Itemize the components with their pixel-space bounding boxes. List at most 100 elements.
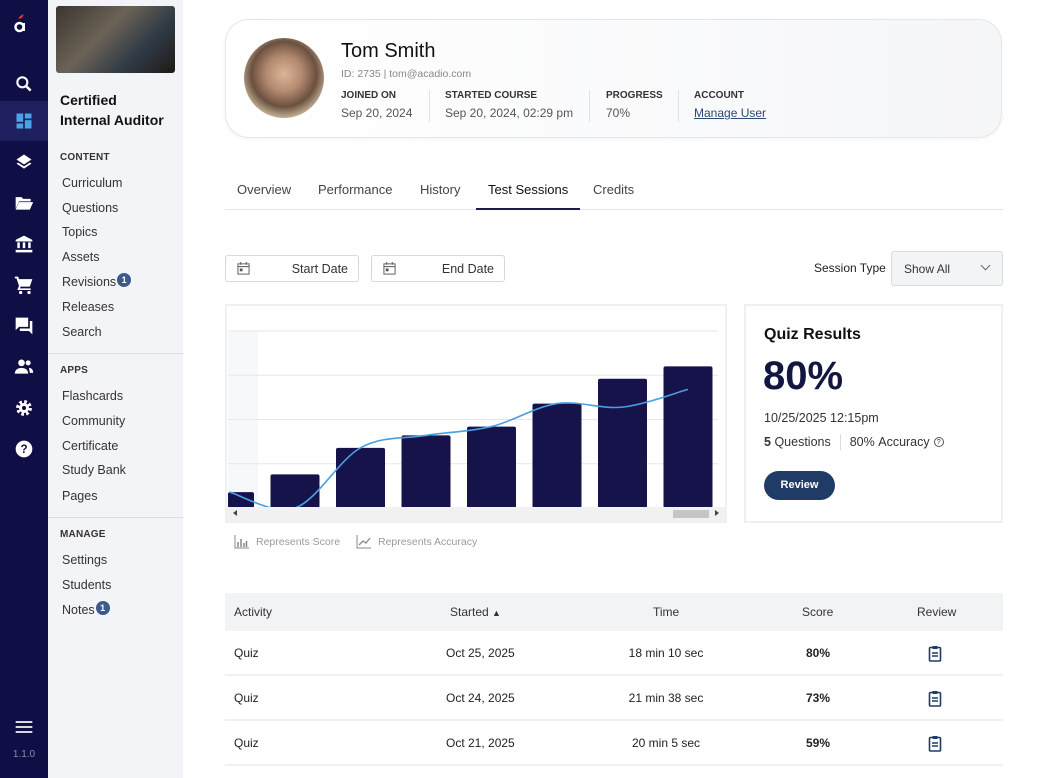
- review-clipboard-icon[interactable]: [928, 631, 942, 676]
- tab-performance[interactable]: Performance: [318, 182, 393, 197]
- sidebar-item-certificate[interactable]: Certificate: [62, 439, 119, 453]
- sidebar-item-pages[interactable]: Pages: [62, 489, 98, 503]
- cell-activity: Quiz: [234, 691, 259, 705]
- tab-history[interactable]: History: [420, 182, 461, 197]
- review-clipboard-icon[interactable]: [928, 676, 942, 721]
- end-date-input[interactable]: End Date: [371, 255, 505, 282]
- start-date-input[interactable]: Start Date: [225, 255, 359, 282]
- bank-icon[interactable]: [0, 224, 48, 264]
- sidebar-item-community[interactable]: Community: [62, 414, 126, 428]
- chat-icon[interactable]: [0, 306, 48, 346]
- help-icon[interactable]: ?: [933, 437, 944, 447]
- notes-badge: 1: [95, 601, 110, 615]
- score-bar: [228, 492, 254, 508]
- review-button[interactable]: Review: [764, 471, 835, 500]
- course-cover-image: [56, 6, 175, 73]
- tab-overview[interactable]: Overview: [237, 182, 292, 197]
- section-apps: APPS: [60, 365, 89, 376]
- score-bar: [663, 366, 713, 508]
- started-course: STARTED COURSE Sep 20, 2024, 02:29 pm: [445, 90, 574, 120]
- sidebar-item-questions[interactable]: Questions: [62, 201, 119, 215]
- session-type-select[interactable]: Show All: [891, 251, 1003, 286]
- score-bar: [532, 403, 582, 508]
- sort-icon: ▲: [492, 608, 501, 618]
- score-bar: [336, 447, 385, 508]
- sidebar-item-notes[interactable]: Notes 1: [62, 601, 110, 617]
- sidebar-item-assets[interactable]: Assets: [62, 250, 100, 264]
- table-row: Quiz Oct 25, 2025 18 min 10 sec 80%: [225, 631, 1003, 676]
- help-icon[interactable]: ?: [0, 429, 48, 469]
- icon-rail: ? 1.1.0: [0, 0, 48, 778]
- sidebar-item-topics[interactable]: Topics: [62, 225, 98, 239]
- chart-scrollbar[interactable]: [227, 507, 725, 521]
- user-name: Tom Smith: [341, 40, 436, 62]
- quiz-results-card: Quiz Results 80% 10/25/2025 12:15pm 5 Qu…: [744, 304, 1003, 523]
- table-row: Quiz Oct 24, 2025 21 min 38 sec 73%: [225, 676, 1003, 721]
- sidebar-item-curriculum[interactable]: Curriculum: [62, 176, 123, 190]
- tab-test-sessions[interactable]: Test Sessions: [476, 170, 581, 210]
- sidebar-item-search[interactable]: Search: [62, 325, 102, 339]
- chart-plot: [228, 330, 718, 508]
- course-title: Certified Internal Auditor: [60, 92, 164, 128]
- divider: [48, 353, 183, 354]
- sessions-table: Activity Started ▲ Time Score Review Qui…: [225, 593, 1003, 766]
- session-type-label: Session Type: [814, 261, 886, 275]
- app-version: 1.1.0: [12, 749, 36, 760]
- cell-activity: Quiz: [234, 736, 259, 750]
- search-icon[interactable]: [0, 64, 48, 104]
- revisions-badge: 1: [117, 273, 132, 287]
- calendar-icon: [237, 262, 250, 275]
- sidebar-item-flashcards[interactable]: Flashcards: [62, 389, 124, 403]
- table-header: Activity Started ▲ Time Score Review: [225, 593, 1003, 631]
- cell-score: 59%: [806, 736, 831, 750]
- chevron-down-icon: [980, 260, 991, 271]
- dashboard-icon[interactable]: [0, 101, 48, 141]
- svg-text:?: ?: [20, 443, 27, 456]
- score-bar: [598, 378, 647, 508]
- tab-credits[interactable]: Credits: [593, 182, 635, 197]
- sidebar-item-study-bank[interactable]: Study Bank: [62, 463, 126, 477]
- section-manage: MANAGE: [60, 529, 106, 540]
- quiz-stats: 5 Questions 80% Accuracy?: [764, 434, 944, 450]
- manage-user-link[interactable]: Manage User: [694, 106, 767, 120]
- folder-icon[interactable]: [0, 183, 48, 223]
- progress: PROGRESS 70%: [606, 90, 663, 120]
- cell-started: Oct 25, 2025: [446, 646, 515, 660]
- cell-time: 20 min 5 sec: [631, 736, 701, 750]
- accuracy-line: [229, 388, 689, 508]
- menu-icon[interactable]: [0, 707, 48, 747]
- header-score: Score: [802, 605, 834, 619]
- cell-score: 80%: [806, 646, 831, 660]
- tab-bar: Overview Performance History Test Sessio…: [225, 170, 1003, 210]
- header-started[interactable]: Started ▲: [450, 605, 501, 619]
- section-content: CONTENT: [60, 152, 110, 163]
- legend-accuracy: Represents Accuracy: [356, 535, 477, 549]
- cell-activity: Quiz: [234, 646, 259, 660]
- bar-chart-icon: [234, 535, 249, 549]
- cell-time: 18 min 10 sec: [628, 646, 704, 660]
- acadio-logo[interactable]: [10, 14, 30, 34]
- sidebar-item-releases[interactable]: Releases: [62, 300, 115, 314]
- score-chart: [225, 304, 727, 523]
- layers-icon[interactable]: [0, 142, 48, 182]
- cart-icon[interactable]: [0, 265, 48, 305]
- score-bar: [270, 474, 320, 508]
- cell-score: 73%: [806, 691, 831, 705]
- line-chart-icon: [356, 535, 371, 549]
- sidebar-item-settings[interactable]: Settings: [62, 553, 108, 567]
- score-bar: [401, 435, 451, 508]
- users-icon[interactable]: [0, 347, 48, 387]
- sidebar-item-revisions[interactable]: Revisions 1: [62, 273, 132, 289]
- scrollbar-thumb[interactable]: [673, 510, 709, 518]
- profile-card: Tom Smith ID: 2735 | tom@acadio.com JOIN…: [225, 19, 1002, 138]
- header-time: Time: [653, 605, 680, 619]
- review-clipboard-icon[interactable]: [928, 721, 942, 766]
- gear-icon[interactable]: [0, 388, 48, 428]
- joined-on: JOINED ON Sep 20, 2024: [341, 90, 413, 120]
- course-sidebar: Certified Internal Auditor CONTENT Curric…: [48, 0, 183, 778]
- cell-started: Oct 21, 2025: [446, 736, 515, 750]
- user-id-email: ID: 2735 | tom@acadio.com: [341, 68, 472, 80]
- sidebar-item-students[interactable]: Students: [62, 578, 112, 592]
- legend-score: Represents Score: [234, 535, 340, 549]
- divider: [48, 517, 183, 518]
